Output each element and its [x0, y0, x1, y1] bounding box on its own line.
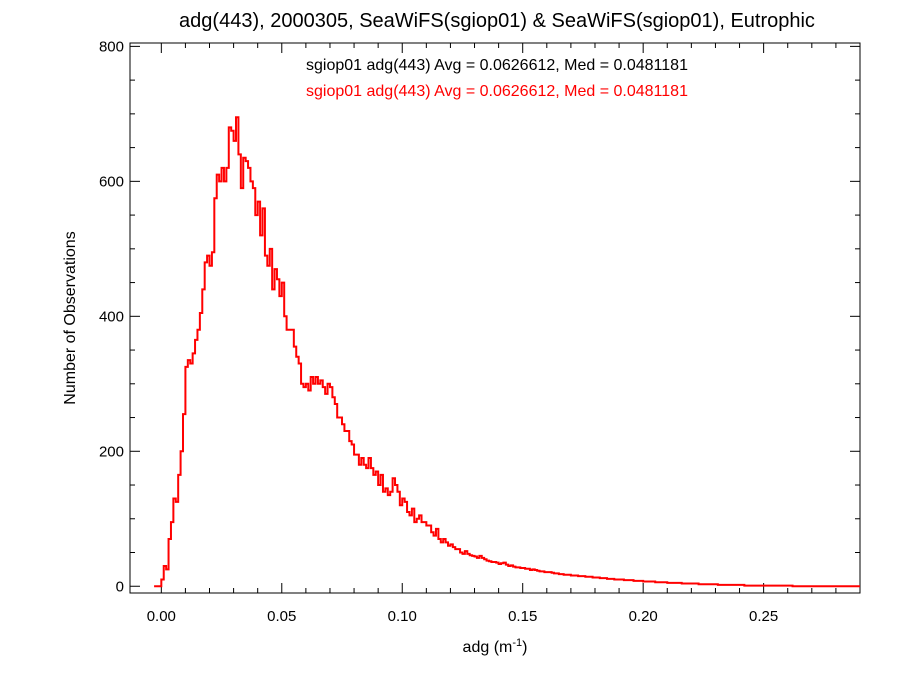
- stat-annotation-black: sgiop01 adg(443) Avg = 0.0626612, Med = …: [306, 57, 688, 74]
- y-axis-label: Number of Observations: [62, 231, 79, 404]
- y-tick-label: 400: [99, 308, 124, 325]
- x-tick-label: 0.05: [267, 608, 296, 625]
- x-axis-label: adg (m-1): [463, 637, 528, 656]
- x-tick-label: 0.00: [147, 608, 176, 625]
- y-tick-label: 200: [99, 443, 124, 460]
- x-axis-label-sup: -1: [512, 637, 522, 649]
- x-axis-label-base: adg (m: [463, 639, 513, 656]
- plot-frame: [129, 42, 861, 594]
- axis-tick-labels: 0.00 0.05 0.10 0.15 0.20 0.25 0 200 400 600 800: [99, 38, 778, 625]
- x-tick-label: 0.15: [508, 608, 537, 625]
- x-tick-label: 0.10: [388, 608, 417, 625]
- axis-ticks: [130, 43, 860, 593]
- y-tick-label: 600: [99, 173, 124, 190]
- y-tick-label: 0: [116, 578, 124, 595]
- stat-annotation-red: sgiop01 adg(443) Avg = 0.0626612, Med = …: [306, 83, 688, 100]
- y-tick-label: 800: [99, 38, 124, 55]
- x-tick-label: 0.25: [749, 608, 778, 625]
- x-tick-label: 0.20: [629, 608, 658, 625]
- chart-title: adg(443), 2000305, SeaWiFS(sgiop01) & Se…: [179, 10, 815, 32]
- x-axis-label-tail: ): [522, 639, 527, 656]
- histogram-series: [154, 116, 860, 588]
